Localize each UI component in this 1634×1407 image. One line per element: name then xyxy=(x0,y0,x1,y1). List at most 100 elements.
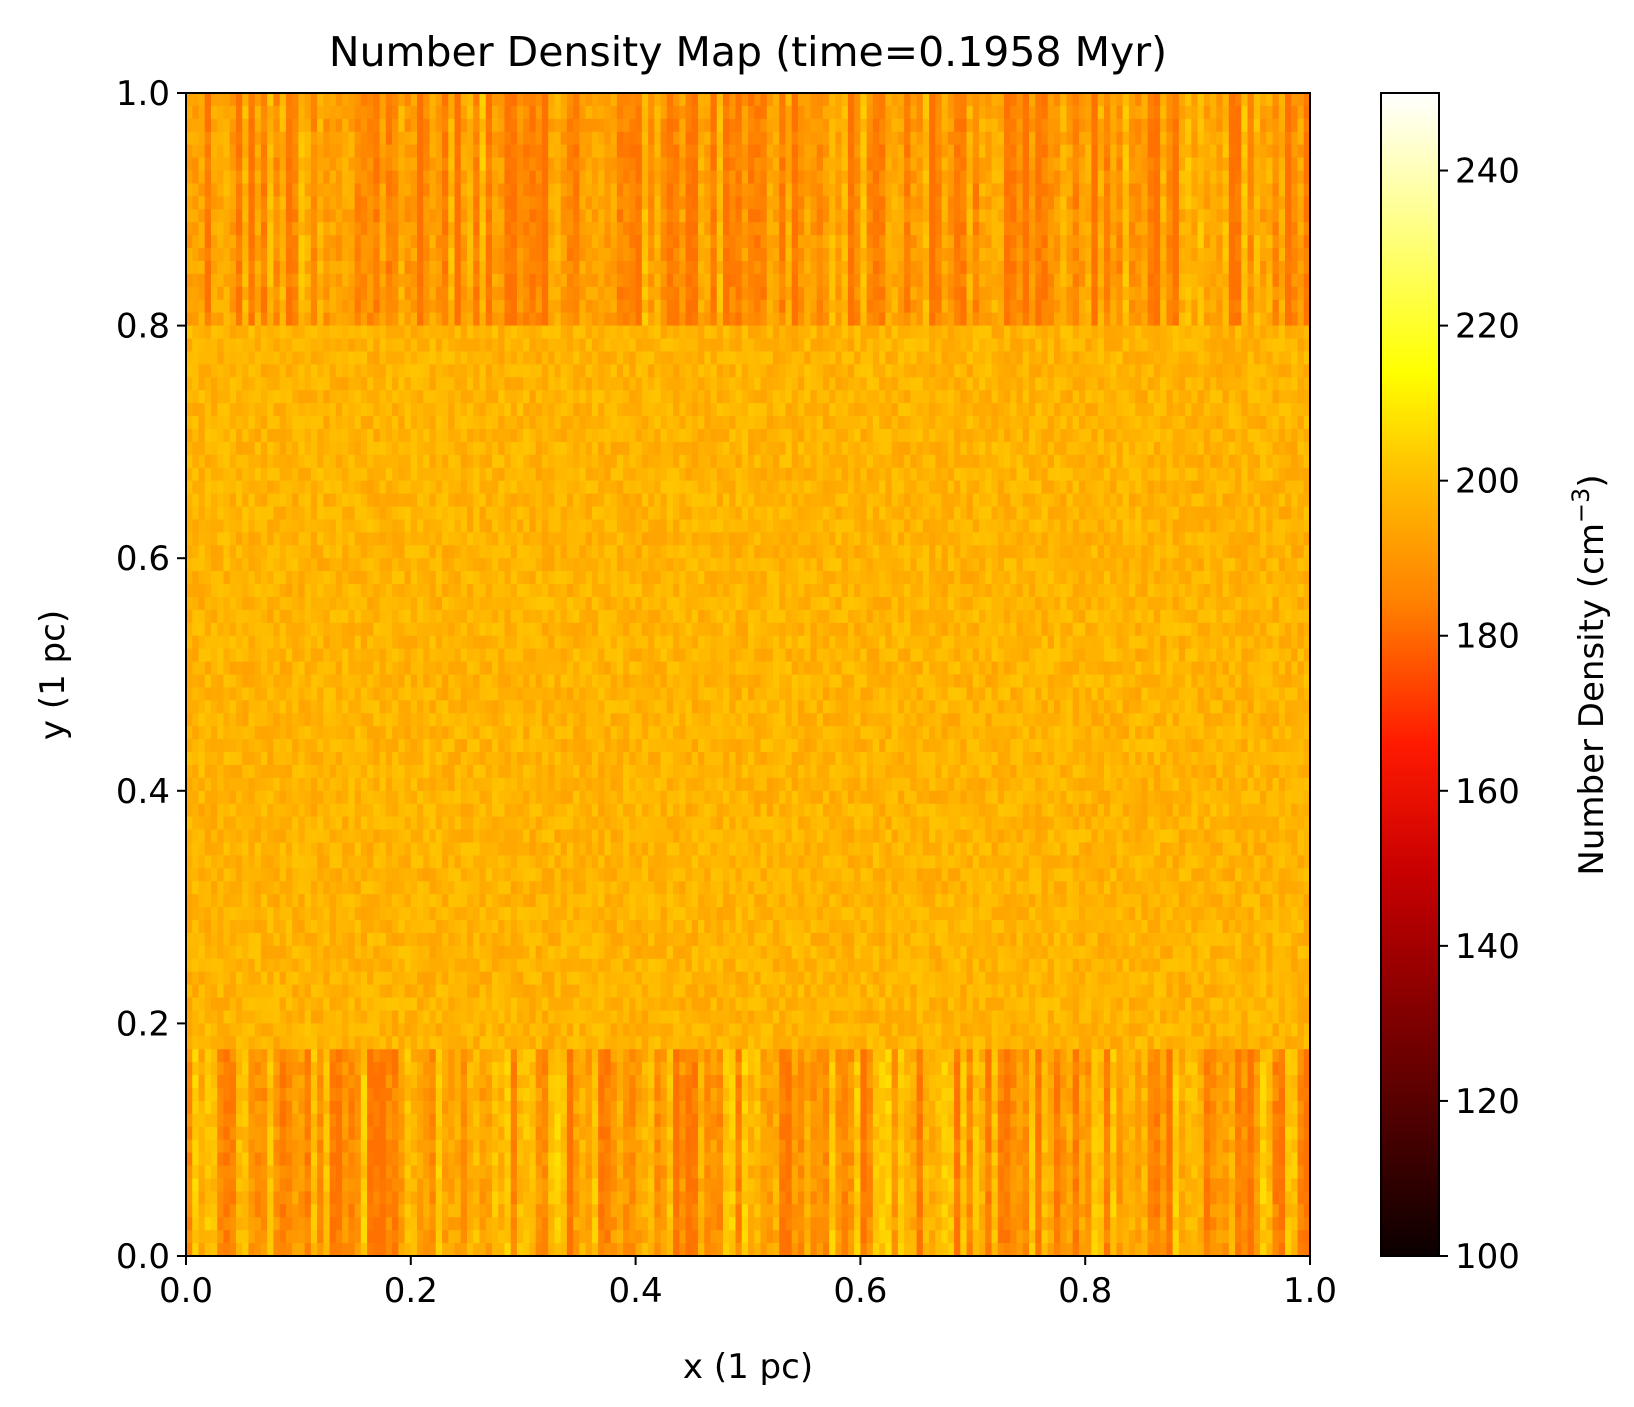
heatmap-cell xyxy=(1191,93,1199,107)
heatmap-cell xyxy=(467,377,474,391)
heatmap-cell xyxy=(554,325,562,340)
heatmap-cell xyxy=(254,93,262,107)
heatmap-cell xyxy=(854,170,861,185)
heatmap-cell xyxy=(335,235,343,249)
heatmap-cell xyxy=(460,416,468,430)
heatmap-cell xyxy=(198,390,206,404)
heatmap-cell xyxy=(591,118,599,133)
heatmap-cell xyxy=(954,131,961,146)
heatmap-cell xyxy=(435,403,443,417)
heatmap-cell xyxy=(1122,299,1130,314)
heatmap-cell xyxy=(285,131,293,146)
heatmap-cell xyxy=(498,403,506,417)
heatmap-cell xyxy=(541,144,549,159)
heatmap-cell xyxy=(1216,209,1224,223)
heatmap-cell xyxy=(1291,377,1299,391)
heatmap-cell xyxy=(660,441,668,456)
heatmap-cell xyxy=(1216,248,1224,262)
heatmap-cell xyxy=(404,441,412,456)
heatmap-cell xyxy=(785,286,793,301)
heatmap-cell xyxy=(204,377,212,391)
heatmap-cell xyxy=(1060,312,1068,327)
heatmap-cell xyxy=(485,364,493,378)
heatmap-cell xyxy=(467,196,474,210)
heatmap-cell xyxy=(723,131,730,146)
heatmap-cell xyxy=(1178,286,1186,301)
heatmap-cell xyxy=(442,144,449,159)
heatmap-cell xyxy=(210,312,218,327)
heatmap-cell xyxy=(585,222,593,236)
heatmap-cell xyxy=(217,416,225,430)
heatmap-cell xyxy=(841,403,849,417)
heatmap-cell xyxy=(910,260,918,275)
heatmap-cell xyxy=(473,170,481,185)
heatmap-cell xyxy=(1041,157,1049,172)
heatmap-cell xyxy=(348,286,356,301)
heatmap-cell xyxy=(1291,390,1299,404)
heatmap-cell xyxy=(891,131,899,146)
heatmap-cell xyxy=(716,248,724,262)
heatmap-cell xyxy=(254,403,262,417)
heatmap-cell xyxy=(623,364,630,378)
heatmap-cell xyxy=(629,377,637,391)
heatmap-cell xyxy=(1097,390,1105,404)
heatmap-cell xyxy=(841,157,849,172)
heatmap-cell xyxy=(379,118,387,133)
heatmap-cell xyxy=(810,351,818,365)
heatmap-cell xyxy=(791,222,799,236)
heatmap-cell xyxy=(1141,196,1149,210)
heatmap-cell xyxy=(879,338,886,353)
heatmap-cell xyxy=(872,286,880,301)
heatmap-cell xyxy=(1247,286,1255,301)
heatmap-cell xyxy=(192,260,200,275)
heatmap-cell xyxy=(373,131,381,146)
heatmap-cell xyxy=(860,377,868,391)
heatmap-cell xyxy=(1066,118,1074,133)
heatmap-cell xyxy=(804,273,812,288)
heatmap-cell xyxy=(398,93,406,107)
heatmap-cell xyxy=(1285,196,1292,210)
heatmap-cell xyxy=(535,144,543,159)
heatmap-cell xyxy=(1166,377,1174,391)
heatmap-cell xyxy=(404,428,412,443)
heatmap-cell xyxy=(929,157,936,172)
heatmap-cell xyxy=(685,299,693,314)
heatmap-cell xyxy=(766,248,774,262)
heatmap-cell xyxy=(879,364,886,378)
heatmap-cell xyxy=(523,209,531,223)
heatmap-cell xyxy=(360,157,368,172)
heatmap-cell xyxy=(866,364,874,378)
heatmap-cell xyxy=(704,338,712,353)
heatmap-cell xyxy=(579,286,587,301)
heatmap-cell xyxy=(797,131,805,146)
heatmap-cell xyxy=(354,131,362,146)
heatmap-cell xyxy=(1166,338,1174,353)
heatmap-cell xyxy=(810,260,818,275)
heatmap-cell xyxy=(360,403,368,417)
heatmap-cell xyxy=(860,351,868,365)
heatmap-cell xyxy=(635,299,643,314)
heatmap-cell xyxy=(854,299,861,314)
heatmap-cell xyxy=(772,144,780,159)
heatmap-cell xyxy=(1072,248,1080,262)
heatmap-cell xyxy=(754,338,762,353)
heatmap-cell xyxy=(910,222,918,236)
heatmap-cell xyxy=(610,338,618,353)
heatmap-cell xyxy=(1053,118,1061,133)
heatmap-cell xyxy=(616,286,624,301)
heatmap-cell xyxy=(198,325,206,340)
heatmap-cell xyxy=(1260,131,1267,146)
heatmap-cell xyxy=(204,170,212,185)
heatmap-cell xyxy=(273,196,281,210)
heatmap-cell xyxy=(935,144,943,159)
heatmap-cell xyxy=(329,93,337,107)
heatmap-cell xyxy=(1085,364,1093,378)
heatmap-cell xyxy=(1228,196,1236,210)
heatmap-cell xyxy=(910,196,918,210)
heatmap-cell xyxy=(573,170,580,185)
heatmap-cell xyxy=(210,105,218,120)
heatmap-cell xyxy=(966,403,974,417)
heatmap-cell xyxy=(435,183,443,197)
heatmap-cell xyxy=(186,351,193,365)
heatmap-cell xyxy=(972,196,980,210)
